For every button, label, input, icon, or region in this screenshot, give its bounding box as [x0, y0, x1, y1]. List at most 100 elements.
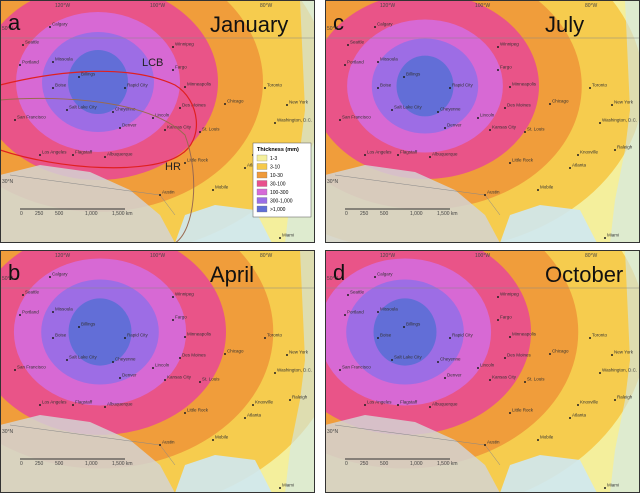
- city-dot: [286, 354, 288, 356]
- map-body: Calgary Seattle Portland Missoula Billings Bo…: [0, 250, 315, 493]
- graticule-label: 80°W: [585, 253, 598, 259]
- city-dot: [599, 372, 601, 374]
- city-dot: [152, 367, 154, 369]
- city-label: Flagstaff: [75, 400, 93, 405]
- city-label: Denver: [122, 123, 137, 128]
- city-label: San Francisco: [342, 115, 371, 120]
- graticule-label: 100°W: [475, 253, 490, 259]
- city-dot: [78, 326, 80, 328]
- city-label: Winnipeg: [500, 42, 519, 47]
- city-dot: [199, 381, 201, 383]
- city-label: Minneapolis: [512, 82, 537, 87]
- city-label: Seattle: [25, 40, 40, 45]
- city-label: St. Louis: [527, 127, 545, 132]
- city-dot: [172, 296, 174, 298]
- scale-label: 1,500 km: [112, 211, 133, 217]
- scale-label: 250: [35, 461, 44, 467]
- graticule-label: 30°N: [327, 429, 339, 435]
- lcb-outline: [0, 70, 197, 169]
- city-dot: [364, 154, 366, 156]
- scale-label: 250: [360, 211, 369, 217]
- city-dot: [112, 361, 114, 363]
- city-label: Washington, D.C.: [277, 118, 312, 123]
- scale-label: 1,500 km: [437, 461, 458, 467]
- city-label: Albuquerque: [107, 152, 133, 157]
- city-label: Los Angeles: [367, 150, 392, 155]
- city-dot: [614, 149, 616, 151]
- city-dot: [549, 353, 551, 355]
- city-label: Seattle: [25, 290, 40, 295]
- city-dot: [274, 122, 276, 124]
- city-label: Boise: [380, 333, 392, 338]
- city-dot: [52, 61, 54, 63]
- city-label: Calgary: [377, 272, 393, 277]
- city-label: Kansas City: [167, 125, 192, 130]
- city-dot: [524, 381, 526, 383]
- city-label: Rapid City: [127, 333, 149, 338]
- legend-label: 1-3: [270, 156, 277, 162]
- city-dot: [164, 379, 166, 381]
- city-dot: [377, 311, 379, 313]
- city-label: Fargo: [500, 65, 512, 70]
- city-label: Chicago: [552, 99, 569, 104]
- city-label: Rapid City: [452, 333, 474, 338]
- city-label: Miami: [607, 483, 619, 488]
- city-dot: [172, 46, 174, 48]
- city-dot: [279, 487, 281, 489]
- mexico: [325, 165, 500, 243]
- panel-letter: b: [8, 260, 20, 285]
- city-dot: [159, 444, 161, 446]
- city-label: Cheyenne: [115, 357, 136, 362]
- city-dot: [509, 162, 511, 164]
- city-dot: [537, 439, 539, 441]
- ocean-east: [285, 250, 315, 493]
- city-dot: [374, 276, 376, 278]
- scale-label: 1,500 km: [437, 211, 458, 217]
- city-label: Boise: [380, 83, 392, 88]
- city-label: Boise: [55, 83, 67, 88]
- gulf: [175, 455, 272, 493]
- city-dot: [119, 377, 121, 379]
- city-label: San Francisco: [342, 365, 371, 370]
- city-dot: [429, 156, 431, 158]
- map-panel: Calgary Seattle Portland Missoula Billings Bo…: [325, 0, 640, 243]
- city-dot: [614, 399, 616, 401]
- city-dot: [497, 296, 499, 298]
- city-label: Rapid City: [127, 83, 149, 88]
- city-label: Cheyenne: [440, 357, 461, 362]
- city-dot: [509, 412, 511, 414]
- city-dot: [78, 76, 80, 78]
- city-dot: [497, 319, 499, 321]
- city-dot: [14, 119, 16, 121]
- city-label: Minneapolis: [187, 332, 212, 337]
- city-label: Los Angeles: [42, 400, 67, 405]
- city-dot: [577, 154, 579, 156]
- city-dot: [199, 131, 201, 133]
- scale-label: 0: [345, 461, 348, 467]
- city-dot: [484, 444, 486, 446]
- graticule-label: 100°W: [475, 3, 490, 9]
- city-dot: [66, 109, 68, 111]
- city-dot: [22, 294, 24, 296]
- city-dot: [489, 379, 491, 381]
- city-dot: [374, 26, 376, 28]
- scale-label: 500: [55, 211, 64, 217]
- city-dot: [509, 336, 511, 338]
- legend-label: 30-100: [270, 182, 286, 188]
- city-label: St. Louis: [202, 377, 220, 382]
- city-label: Billings: [406, 322, 421, 327]
- city-label: Atlanta: [247, 413, 262, 418]
- city-dot: [19, 314, 21, 316]
- city-label: San Francisco: [17, 365, 46, 370]
- map-panel: Calgary Seattle Portland Missoula Billings Bo…: [0, 250, 315, 493]
- map-body: Calgary Seattle Portland Missoula Billings Bo…: [325, 0, 640, 243]
- city-dot: [577, 404, 579, 406]
- map-panel: Calgary Seattle Portland Missoula Billings Bo…: [325, 250, 640, 493]
- city-label: Albuquerque: [432, 152, 458, 157]
- city-label: Chicago: [227, 349, 244, 354]
- city-dot: [449, 87, 451, 89]
- city-dot: [509, 86, 511, 88]
- city-label: Fargo: [500, 315, 512, 320]
- city-label: Portland: [22, 310, 39, 315]
- city-label: Missoula: [55, 307, 73, 312]
